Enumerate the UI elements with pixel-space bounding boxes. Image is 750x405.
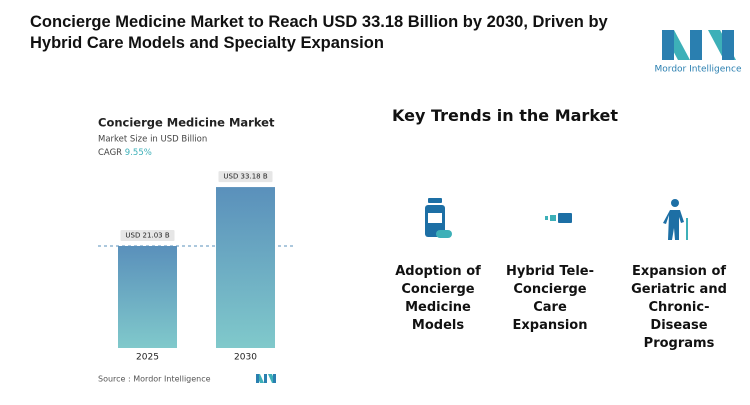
trend-label: Hybrid Tele-Concierge Care Expansion [506,264,594,333]
x-tick-label: 2030 [234,353,257,363]
bar [118,246,177,348]
value-label: USD 33.18 B [223,173,267,181]
trends-title: Key Trends in the Market [392,106,619,125]
chart-title: Concierge Medicine Market [98,116,275,130]
page-title: Concierge Medicine Market to Reach USD 3… [30,13,608,52]
chart-subtitle: Market Size in USD Billion [98,135,207,145]
pill-bottle-icon [425,198,452,238]
logo-text: Mordor Intelligence [655,65,742,75]
logo [662,30,736,60]
source: Source : Mordor Intelligence [98,375,211,384]
cagr-value: 9.55% [125,148,152,158]
value-label: USD 21.03 B [125,232,169,240]
value-label-box [120,230,175,242]
elderly-icon [663,199,688,240]
source-logo [256,374,276,383]
trend-label: Expansion of Geriatric and Chronic-Disea… [631,264,727,351]
x-tick-label: 2025 [136,353,159,363]
bar [216,187,275,348]
cagr-label: CAGR [98,148,122,158]
connect-icon [545,213,572,223]
cagr-label: CAGR 9.55% [98,148,152,158]
trend-label: Adoption of Concierge Medicine Models [395,264,481,333]
value-label-box [218,171,273,183]
